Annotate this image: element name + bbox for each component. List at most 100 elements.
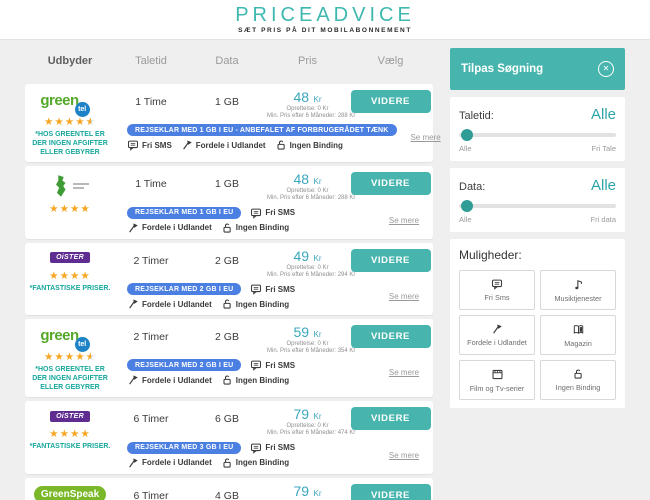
provider-tagline: *HOS GREENTEL ER DER INGEN AFGIFTER ELLE… (32, 366, 108, 391)
sms-icon (491, 278, 503, 290)
videre-button[interactable]: VIDERE (350, 483, 431, 500)
feature-fri-sms: Fri SMS (250, 207, 295, 219)
data-value: 2 GB (215, 254, 239, 267)
se-mere-link[interactable]: Se mere (388, 215, 420, 225)
price-value: 79 Kr (293, 406, 322, 423)
filter-sidebar-header: Tilpas Søgning ✕ (450, 48, 625, 90)
se-mere-link[interactable]: Se mere (410, 133, 441, 143)
provider-logo-oister: OiSTER (50, 251, 90, 265)
sms-icon (127, 139, 139, 152)
price-value: 49 Kr (293, 247, 322, 264)
se-mere-link[interactable]: Se mere (388, 450, 420, 460)
option-magazin[interactable]: Magazin (540, 315, 616, 355)
se-mere-link[interactable]: Se mere (388, 368, 420, 378)
star-icon: ★ (49, 428, 60, 441)
se-mere-link[interactable]: Se mere (388, 292, 420, 301)
plan-badges: REJSEKLAR MED 1 GB I EU - ANBEFALET AF F… (115, 124, 397, 152)
star-icon: ★ (80, 269, 91, 282)
slider-min-label: Alle (459, 144, 472, 153)
star-icon: ★ (70, 428, 81, 441)
plan-badges: REJSEKLAR MED 2 GB I EU Fri SMS Fordele i… (115, 359, 375, 386)
feature-fri-sms: Fri SMS (250, 359, 295, 372)
feature-ingen-binding: Ingen Binding (221, 298, 289, 310)
star-rating: ★★★★ (49, 267, 91, 283)
column-header-vaelg[interactable]: Vælg (377, 55, 404, 67)
filter-label: Taletid: (459, 110, 494, 122)
feature-fordele-i-udlandet: Fordele i Udlandet (127, 222, 212, 234)
abroad-icon (127, 457, 139, 469)
price-setup-note: Oprettelse: 0 Kr (286, 423, 329, 430)
slider-max-label: Fri data (590, 215, 616, 224)
filter-slider[interactable] (459, 200, 616, 212)
videre-button[interactable]: VIDERE (350, 172, 431, 196)
results-table: Udbyder Taletid Data Pris Vælg greentel … (25, 44, 441, 500)
offer-badge: REJSEKLAR MED 1 GB I EU - ANBEFALET AF F… (127, 124, 397, 137)
star-rating: ★★★★ (49, 200, 91, 216)
filter-value: Alle (590, 106, 616, 123)
column-header-udbyder[interactable]: Udbyder (47, 55, 93, 67)
star-icon: ★ (49, 203, 60, 216)
videre-button[interactable]: VIDERE (350, 407, 431, 431)
star-icon: ★ (80, 203, 91, 216)
taletid-value: 1 Time (135, 96, 167, 108)
price-min-note: Min. Pris efter 6 Måneder: 288 Kr (267, 195, 356, 202)
slider-max-label: Fri Tale (591, 144, 616, 153)
price-min-note: Min. Pris efter 6 Måneder: 354 Kr (267, 348, 356, 355)
price-value: 48 Kr (293, 89, 322, 105)
price-min-note: Min. Pris efter 6 Måneder: 294 Kr (267, 271, 356, 278)
videre-button[interactable]: VIDERE (350, 248, 431, 272)
plan-row: OiSTER ★★★★ *FANTASTISKE PRISER. 6 Timer… (25, 401, 433, 474)
star-icon: ★ (64, 116, 76, 128)
option-fordele-i-udlandet[interactable]: Fordele i Udlandet (459, 315, 535, 355)
star-icon: ★ (59, 269, 70, 282)
slider-knob[interactable] (461, 200, 473, 212)
taletid-value: 6 Timer (133, 413, 169, 426)
site-logo: PRICEADVICE (235, 4, 415, 26)
offer-badge: REJSEKLAR MED 1 GB I EU (127, 206, 242, 219)
plan-row: ★★★★ 1 Time 1 GB 48 Kr Oprettelse: 0 Kr … (25, 166, 433, 239)
offer-badge: REJSEKLAR MED 3 GB I EU (127, 441, 242, 454)
price-setup-note: Oprettelse: 0 Kr (286, 264, 329, 271)
option-film-og-tv-serier[interactable]: Film og Tv-serier (459, 360, 535, 400)
price-setup-note: Oprettelse: 0 Kr (286, 341, 329, 347)
abroad-icon (181, 139, 193, 151)
videre-button[interactable]: VIDERE (350, 325, 431, 348)
price-min-note: Min. Pris efter 6 Måneder: 474 Kr (267, 430, 356, 437)
lock-icon (221, 374, 233, 386)
column-header-data[interactable]: Data (215, 55, 239, 67)
feature-ingen-binding: Ingen Binding (221, 374, 289, 386)
star-icon: ★ (59, 203, 70, 216)
provider-logo-oister: OiSTER (50, 409, 90, 423)
feature-fri-sms: Fri SMS (250, 442, 295, 454)
feature-fordele-i-udlandet: Fordele i Udlandet (127, 374, 212, 386)
sms-icon (250, 207, 262, 219)
plan-badges: REJSEKLAR MED 3 GB I EU Fri SMS Fordele i… (115, 441, 375, 469)
price-block: 48 Kr Oprettelse: 0 Kr Min. Pris efter 6… (267, 89, 355, 120)
option-musiktjenester[interactable]: Musiktjenester (540, 270, 616, 310)
feature-fri-sms: Fri SMS (127, 139, 172, 152)
abroad-icon (127, 298, 139, 310)
filter-slider[interactable] (459, 129, 616, 141)
star-icon: ★ (75, 116, 86, 128)
data-value: 1 GB (215, 178, 239, 191)
option-ingen-binding[interactable]: Ingen Binding (540, 360, 616, 400)
feature-ingen-binding: Ingen Binding (221, 222, 289, 234)
price-value: 79 Kr (293, 482, 322, 499)
column-header-taletid[interactable]: Taletid (135, 55, 167, 67)
taletid-value: 2 Timer (133, 254, 169, 267)
provider-tagline: *HOS GREENTEL ER DER INGEN AFGIFTER ELLE… (32, 131, 108, 156)
slider-knob[interactable] (461, 129, 473, 141)
film-icon (491, 368, 504, 381)
provider-logo-green-map (52, 174, 89, 198)
column-header-pris[interactable]: Pris (298, 55, 317, 67)
filter-label: Data: (459, 181, 486, 193)
site-tagline: SÆT PRIS PÅ DIT MOBILABONNEMENT (238, 27, 412, 34)
star-icon: ★ (75, 351, 86, 363)
videre-button[interactable]: VIDERE (350, 90, 431, 113)
close-icon[interactable]: ✕ (598, 61, 614, 77)
option-fri-sms[interactable]: Fri Sms (459, 270, 535, 310)
data-value: 6 GB (215, 413, 239, 426)
slider-min-label: Alle (459, 215, 472, 224)
provider-logo-greentel: greentel (40, 92, 99, 117)
